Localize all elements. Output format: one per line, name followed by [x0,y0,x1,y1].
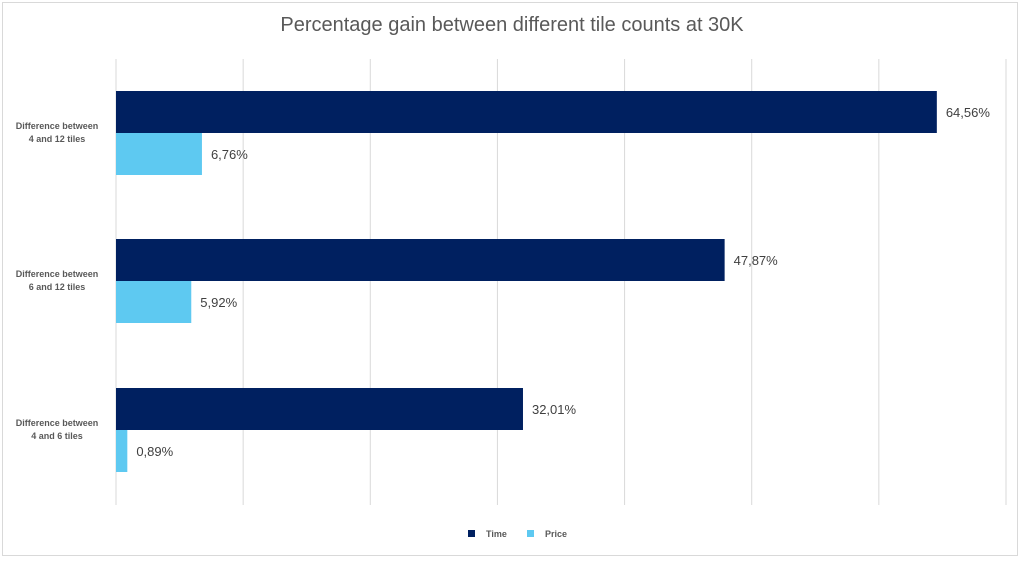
price-bar [116,133,202,175]
data-label: 0,89% [136,444,173,459]
price-bar [116,430,128,472]
category-label: Difference between [16,418,99,428]
data-label: 5,92% [200,295,237,310]
category-label: Difference between [16,121,99,131]
legend-label: Price [545,529,567,539]
data-label: 32,01% [532,402,577,417]
category-label: 4 and 12 tiles [29,134,86,144]
data-label: 47,87% [734,253,779,268]
time-bar [116,239,725,281]
legend-label: Time [486,529,507,539]
category-label: Difference between [16,269,99,279]
time-bar [116,91,937,133]
data-label: 64,56% [946,105,991,120]
legend-swatch [468,530,475,537]
category-label: 6 and 12 tiles [29,282,86,292]
data-label: 6,76% [211,147,248,162]
category-label: 4 and 6 tiles [31,431,83,441]
legend-swatch [527,530,534,537]
time-bar [116,388,523,430]
chart-title: Percentage gain between different tile c… [280,14,744,36]
price-bar [116,281,192,323]
